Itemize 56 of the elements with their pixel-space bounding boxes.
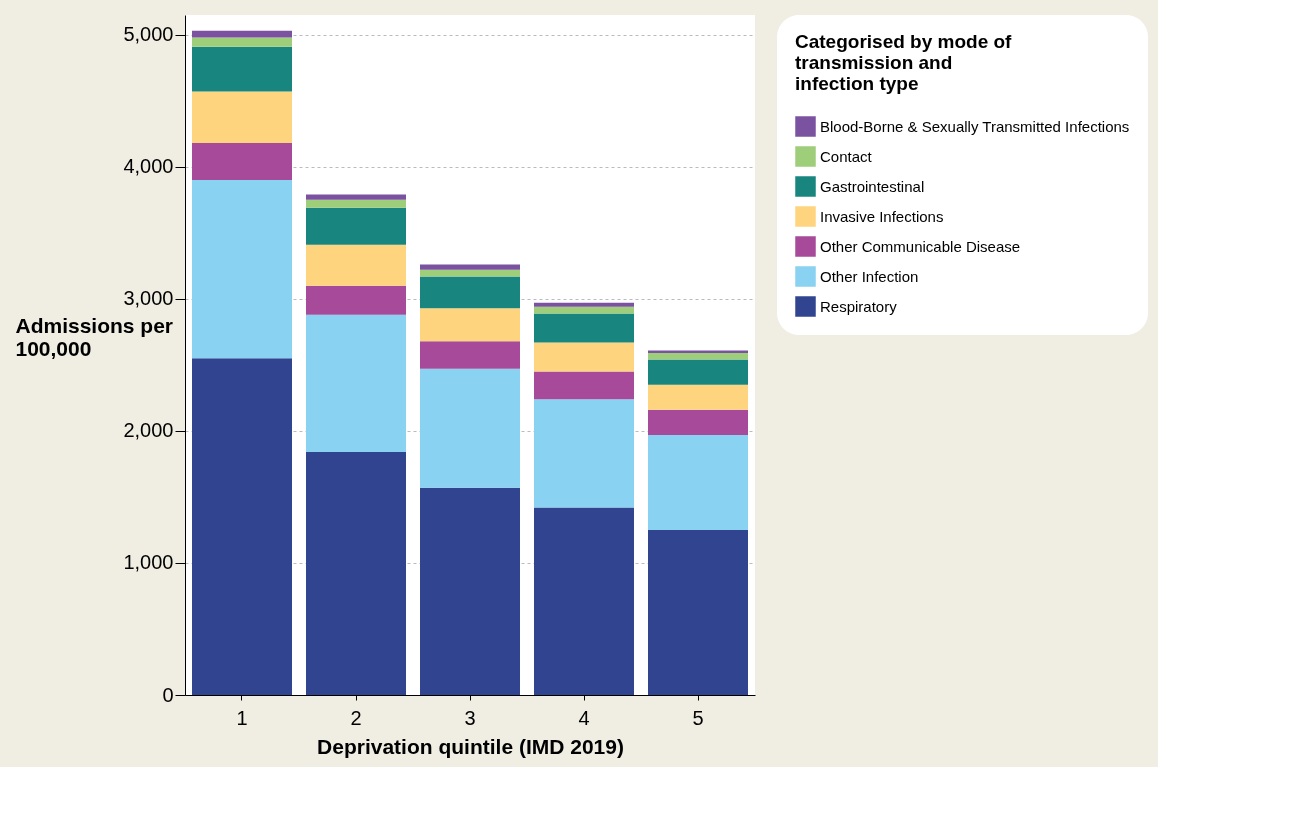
bar [648, 353, 748, 360]
legend-label: Other Infection [820, 267, 919, 285]
bar [192, 180, 292, 359]
bar [192, 37, 292, 47]
x-axis-title: Deprivation quintile (IMD 2019) [317, 734, 624, 758]
bar [420, 276, 520, 309]
x-tick-label: 3 [464, 706, 476, 729]
legend-label: Other Communicable Disease [820, 237, 1021, 255]
legend-title: Categorised by mode of transmission and infection type [795, 31, 1013, 94]
bar [306, 199, 406, 208]
bar [534, 306, 634, 314]
bar [306, 314, 406, 453]
y-tick-label: 1,000 [123, 551, 174, 574]
bar [534, 507, 634, 695]
bar [648, 384, 748, 410]
bar [420, 269, 520, 277]
bar [420, 487, 520, 695]
bar [534, 399, 634, 508]
bar [306, 285, 406, 315]
bar [420, 368, 520, 488]
x-tick-label: 4 [578, 706, 590, 729]
bar [306, 244, 406, 286]
bar [420, 264, 520, 270]
x-tick-label: 5 [692, 706, 704, 729]
bar [648, 529, 748, 695]
y-tick-label: 2,000 [123, 419, 174, 442]
bar [306, 194, 406, 200]
bar [534, 371, 634, 400]
legend-label: Invasive Infections [820, 207, 944, 225]
bar [192, 46, 292, 92]
bar [534, 342, 634, 372]
bar [192, 91, 292, 144]
legend-label: Respiratory [820, 297, 898, 315]
bar [192, 358, 292, 695]
bar [420, 308, 520, 342]
bar [534, 313, 634, 343]
bar [192, 143, 292, 181]
x-tick-label: 1 [236, 706, 248, 729]
legend-label: Contact [820, 147, 873, 165]
legend-label: Gastrointestinal [820, 177, 925, 195]
bar [306, 207, 406, 245]
bar [420, 341, 520, 369]
y-tick-label: 0 [162, 683, 174, 706]
bar [192, 30, 292, 38]
x-tick-label: 2 [350, 706, 362, 729]
bar [648, 350, 748, 354]
y-tick-label: 4,000 [123, 155, 174, 178]
y-axis-title: Admissions per 100,000 [15, 313, 174, 360]
bar [648, 434, 748, 530]
bar [648, 409, 748, 435]
bar [306, 452, 406, 695]
legend-label: Blood-Borne & Sexually Transmitted Infections [820, 117, 1130, 135]
y-tick-label: 5,000 [123, 23, 174, 46]
bar [534, 302, 634, 307]
y-tick-label: 3,000 [123, 287, 174, 310]
bar [648, 359, 748, 385]
